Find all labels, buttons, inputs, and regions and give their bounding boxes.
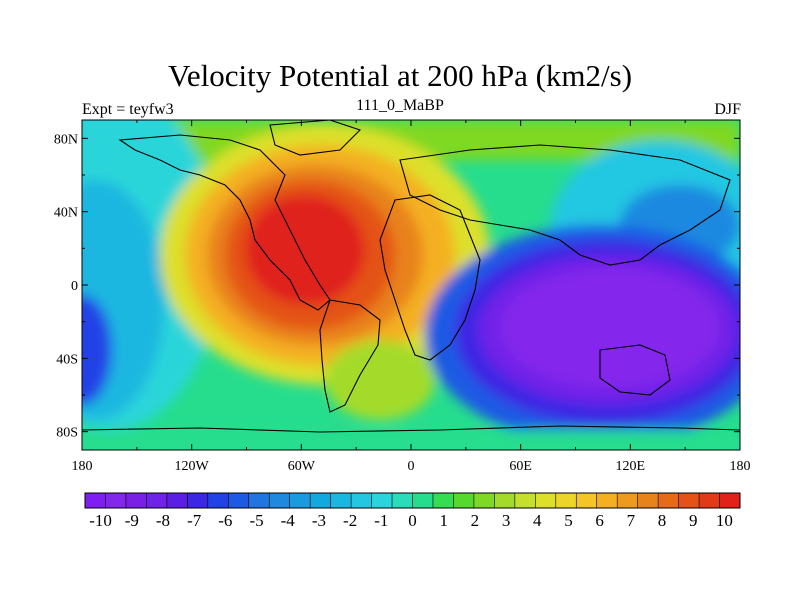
colorbar-tick-label: 6 — [595, 511, 604, 530]
colorbar-tick-label: 8 — [658, 511, 667, 530]
greenland-outline — [269, 120, 362, 156]
colorbar-swatch — [658, 493, 679, 508]
lat-tick-label: 0 — [71, 279, 78, 294]
colorbar-tick-label: -5 — [249, 511, 263, 530]
colorbar-swatch — [576, 493, 598, 508]
colorbar-swatch — [207, 493, 229, 508]
colorbar-tick-label: 9 — [689, 511, 698, 530]
colorbar-tick-label: -2 — [343, 511, 357, 530]
colorbar-swatch — [596, 493, 618, 508]
colorbar-tick-label: -3 — [312, 511, 326, 530]
colorbar-tick-label: 4 — [533, 511, 542, 530]
colorbar-swatch — [269, 493, 290, 508]
colorbar-tick-label: 2 — [471, 511, 480, 530]
colorbar-swatch — [514, 493, 536, 508]
coastlines — [82, 120, 740, 433]
filled-contours — [82, 120, 740, 450]
lon-tick-label: 0 — [408, 459, 415, 474]
colorbar-swatch — [146, 493, 168, 508]
colorbar-tick-label: -10 — [89, 511, 112, 530]
lon-tick-label: 60E — [509, 459, 532, 474]
plot-title: Velocity Potential at 200 hPa (km2/s) — [167, 58, 633, 93]
colorbar-tick-label: 7 — [627, 511, 636, 530]
lon-tick-label: 120W — [175, 459, 210, 474]
colorbar-swatch — [310, 493, 331, 508]
colorbar-tick-label: -9 — [125, 511, 139, 530]
colorbar-swatch — [330, 493, 352, 508]
negative-max — [500, 268, 720, 388]
colorbar-swatch — [412, 493, 434, 508]
southern-band — [82, 430, 740, 450]
colorbar-swatch — [371, 493, 393, 508]
lat-tick-label: 40N — [54, 206, 78, 221]
north-america-outline — [118, 134, 331, 311]
eurasia-outline — [399, 144, 731, 266]
colorbar-tick-label: -6 — [218, 511, 232, 530]
lon-tick-label: 60W — [288, 459, 316, 474]
colorbar-tick-label: 10 — [716, 511, 733, 530]
colorbar-swatch — [432, 493, 454, 508]
colorbar-tick-label: 5 — [564, 511, 573, 530]
colorbar-swatch — [166, 493, 188, 508]
colorbar-swatch — [699, 493, 720, 508]
colorbar-tick-label: 0 — [408, 511, 417, 530]
colorbar-tick-label: -4 — [281, 511, 296, 530]
colorbar-swatch — [719, 493, 741, 508]
colorbar-swatch — [535, 493, 557, 508]
colorbar-swatch — [289, 493, 311, 508]
colorbar-swatch — [453, 493, 475, 508]
lat-tick-label: 80N — [54, 132, 78, 147]
colorbar-swatch — [392, 493, 413, 508]
colorbar-tick-label: 1 — [439, 511, 448, 530]
lat-tick-label: 80S — [56, 426, 78, 441]
south-tongue — [325, 340, 435, 420]
colorbar-tick-label: -1 — [374, 511, 388, 530]
colorbar-swatch — [494, 493, 516, 508]
australia-outline — [599, 344, 671, 396]
west-min — [82, 295, 112, 405]
colorbar-swatch — [105, 493, 127, 508]
colorbar-swatch — [125, 493, 147, 508]
south-america-outline — [319, 299, 381, 413]
colorbar-swatch — [248, 493, 270, 508]
antarctica-outline — [82, 425, 740, 433]
lon-tick-label: 180 — [730, 459, 751, 474]
colorbar-tick-label: -8 — [156, 511, 170, 530]
colorbar-swatch — [555, 493, 577, 508]
colorbar-swatch — [187, 493, 209, 508]
season-label: DJF — [714, 101, 741, 118]
colorbar-swatch — [617, 493, 638, 508]
colorbar-swatch — [678, 493, 700, 508]
positive-max — [245, 195, 365, 305]
colorbar-tick-label: 3 — [502, 511, 511, 530]
period-label: 111_0_MaBP — [356, 97, 444, 114]
experiment-label: Expt = teyfw3 — [82, 101, 174, 118]
colorbar-tick-label: -7 — [187, 511, 202, 530]
colorbar: -10 -9 -8 -7 -6 -5 -4 -3 -2 -1 0 1 2 3 4 5 6 7 8 9 10 — [84, 492, 741, 530]
colorbar-swatch — [473, 493, 495, 508]
lat-tick-label: 40S — [56, 352, 78, 367]
lon-tick-label: 120E — [616, 459, 646, 474]
colorbar-swatch — [228, 493, 250, 508]
colorbar-swatch — [85, 493, 106, 508]
latitude-axis: 80N 40N 0 40S 80S — [54, 132, 740, 441]
colorbar-swatch — [637, 493, 659, 508]
longitude-axis: 180 120W 60W 0 60E 120E 180 — [72, 120, 751, 474]
colorbar-frame — [84, 492, 741, 509]
colorbar-swatch — [351, 493, 372, 508]
lon-tick-label: 180 — [72, 459, 93, 474]
